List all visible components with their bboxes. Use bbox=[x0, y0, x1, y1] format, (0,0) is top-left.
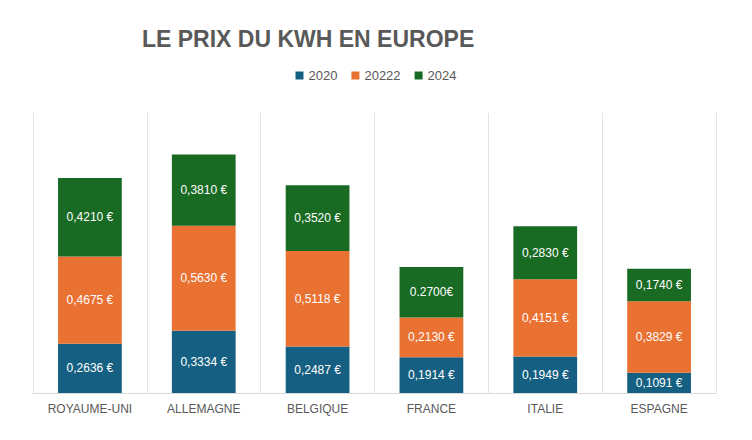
svg-text:BELGIQUE: BELGIQUE bbox=[287, 402, 348, 416]
svg-text:0,2830 €: 0,2830 € bbox=[522, 246, 569, 260]
svg-text:2024: 2024 bbox=[428, 68, 457, 83]
svg-text:0,3334 €: 0,3334 € bbox=[180, 355, 227, 369]
svg-text:0,1914 €: 0,1914 € bbox=[408, 368, 455, 382]
svg-text:0,4210 €: 0,4210 € bbox=[67, 210, 114, 224]
svg-text:0,2487 €: 0,2487 € bbox=[294, 363, 341, 377]
svg-text:0.2700€: 0.2700€ bbox=[410, 285, 454, 299]
svg-text:ESPAGNE: ESPAGNE bbox=[631, 402, 688, 416]
svg-text:0,3520 €: 0,3520 € bbox=[294, 211, 341, 225]
svg-text:ROYAUME-UNI: ROYAUME-UNI bbox=[48, 402, 132, 416]
svg-text:0,5630 €: 0,5630 € bbox=[180, 271, 227, 285]
svg-text:LE PRIX DU KWH EN EUROPE: LE PRIX DU KWH EN EUROPE bbox=[142, 26, 474, 52]
svg-text:0,1091 €: 0,1091 € bbox=[636, 376, 683, 390]
svg-text:20222: 20222 bbox=[364, 68, 400, 83]
svg-text:0,1740 €: 0,1740 € bbox=[636, 278, 683, 292]
svg-text:ALLEMAGNE: ALLEMAGNE bbox=[167, 402, 240, 416]
svg-text:0,2636 €: 0,2636 € bbox=[67, 361, 114, 375]
svg-text:2020: 2020 bbox=[309, 68, 338, 83]
svg-text:0,3829 €: 0,3829 € bbox=[636, 330, 683, 344]
svg-text:0,4675 €: 0,4675 € bbox=[67, 293, 114, 307]
svg-text:FRANCE: FRANCE bbox=[407, 402, 456, 416]
svg-text:0,3810 €: 0,3810 € bbox=[180, 183, 227, 197]
svg-text:ITALIE: ITALIE bbox=[527, 402, 563, 416]
svg-text:0,4151 €: 0,4151 € bbox=[522, 311, 569, 325]
svg-text:0,5118 €: 0,5118 € bbox=[295, 292, 341, 306]
svg-text:0,2130 €: 0,2130 € bbox=[408, 330, 455, 344]
svg-text:0,1949 €: 0,1949 € bbox=[522, 368, 569, 382]
